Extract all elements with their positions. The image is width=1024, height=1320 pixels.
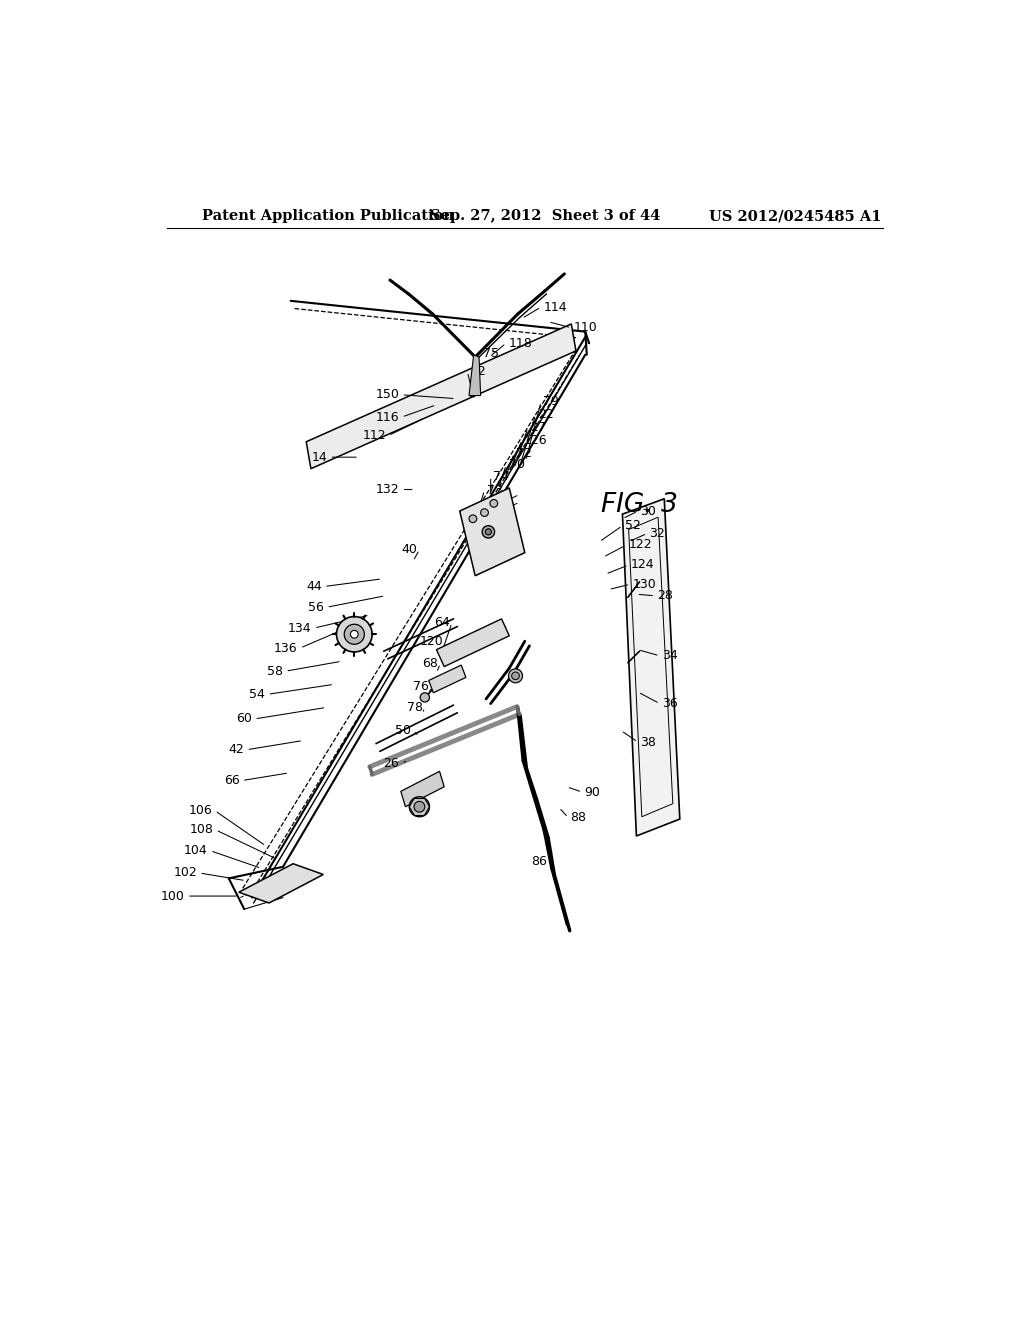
Text: 116: 116 <box>376 411 399 424</box>
Circle shape <box>480 508 488 516</box>
Text: 50: 50 <box>395 723 411 737</box>
Text: 54: 54 <box>249 688 265 701</box>
Polygon shape <box>436 619 509 667</box>
Text: 68: 68 <box>422 657 438 671</box>
Text: 73: 73 <box>486 483 503 496</box>
Text: 124: 124 <box>631 558 654 572</box>
Text: 100: 100 <box>161 890 184 903</box>
Text: 130: 130 <box>633 578 656 591</box>
Text: 42: 42 <box>228 743 245 756</box>
Text: 120: 120 <box>420 635 443 648</box>
Circle shape <box>414 801 425 812</box>
Text: Patent Application Publication: Patent Application Publication <box>202 209 454 223</box>
Text: 62: 62 <box>470 366 485 379</box>
Polygon shape <box>306 323 575 469</box>
Text: 64: 64 <box>434 616 450 630</box>
Circle shape <box>509 669 522 682</box>
Text: 30: 30 <box>640 504 656 517</box>
Text: 26: 26 <box>384 758 399 770</box>
Text: 114: 114 <box>544 301 567 314</box>
Text: 14: 14 <box>311 450 328 463</box>
Polygon shape <box>400 771 444 807</box>
Text: 118: 118 <box>509 337 532 350</box>
Text: 32: 32 <box>649 527 666 540</box>
Text: 88: 88 <box>570 810 587 824</box>
Text: FIG. 3: FIG. 3 <box>601 492 678 517</box>
Text: 108: 108 <box>189 824 213 837</box>
Text: 27: 27 <box>530 421 546 434</box>
Polygon shape <box>623 499 680 836</box>
Text: 75: 75 <box>483 347 499 360</box>
Text: 40: 40 <box>401 543 417 556</box>
Circle shape <box>485 529 492 535</box>
Text: 52: 52 <box>625 519 641 532</box>
Text: 132: 132 <box>376 483 399 496</box>
Text: 70: 70 <box>509 458 524 471</box>
Text: 90: 90 <box>585 785 600 799</box>
Text: US 2012/0245485 A1: US 2012/0245485 A1 <box>710 209 882 223</box>
Polygon shape <box>429 665 466 693</box>
Text: 78: 78 <box>407 701 423 714</box>
Text: 22: 22 <box>538 408 554 421</box>
Circle shape <box>512 672 519 680</box>
Text: 110: 110 <box>573 321 597 334</box>
Text: 44: 44 <box>306 579 322 593</box>
Polygon shape <box>460 488 524 576</box>
Text: 72: 72 <box>516 446 532 459</box>
Text: 112: 112 <box>362 429 386 442</box>
Circle shape <box>350 631 358 638</box>
Text: 58: 58 <box>267 665 283 677</box>
Text: 28: 28 <box>657 589 673 602</box>
Text: Sep. 27, 2012  Sheet 3 of 44: Sep. 27, 2012 Sheet 3 of 44 <box>430 209 660 223</box>
Text: 34: 34 <box>662 649 678 663</box>
Text: 36: 36 <box>662 697 678 710</box>
Text: 60: 60 <box>237 713 252 726</box>
Text: 76: 76 <box>413 680 429 693</box>
Text: 122: 122 <box>629 539 652 552</box>
Text: 74: 74 <box>493 470 509 483</box>
Circle shape <box>344 624 365 644</box>
Circle shape <box>420 693 429 702</box>
Text: 104: 104 <box>184 843 208 857</box>
Text: 79: 79 <box>544 395 559 408</box>
Circle shape <box>469 515 477 523</box>
Text: 150: 150 <box>376 388 399 401</box>
Circle shape <box>410 797 429 817</box>
Text: 66: 66 <box>224 774 240 787</box>
Circle shape <box>489 499 498 507</box>
Text: 56: 56 <box>308 601 324 614</box>
Polygon shape <box>469 355 480 396</box>
Text: 134: 134 <box>288 622 311 635</box>
Text: 38: 38 <box>640 735 656 748</box>
Circle shape <box>482 525 495 539</box>
Text: 86: 86 <box>530 855 547 869</box>
Text: 102: 102 <box>173 866 197 879</box>
Text: 106: 106 <box>188 804 212 817</box>
Circle shape <box>337 616 372 652</box>
Polygon shape <box>239 863 324 903</box>
Text: 126: 126 <box>524 434 548 446</box>
Text: 136: 136 <box>274 642 298 655</box>
